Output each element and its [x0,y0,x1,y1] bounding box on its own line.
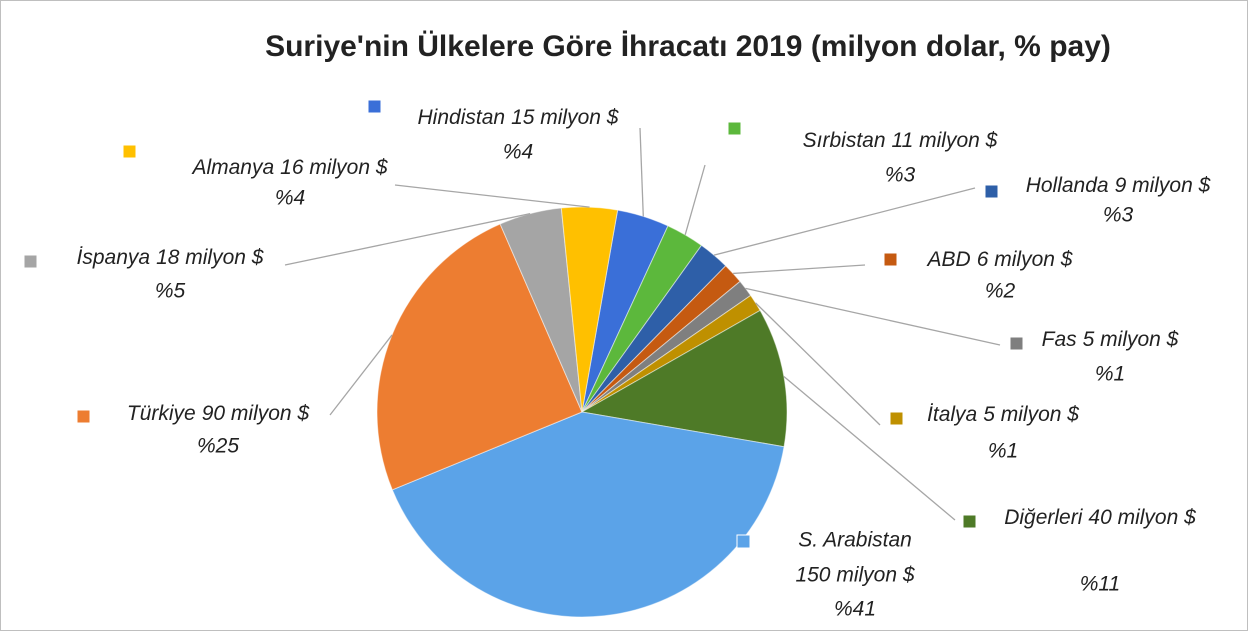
slice-label: Türkiye 90 milyon $ [127,402,310,425]
leader-line [329,334,393,416]
legend-key [367,99,382,114]
slice-label: Hindistan 15 milyon $ [418,106,619,129]
share-label: %1 [988,440,1018,463]
slice-label: Hollanda 9 milyon $ [1026,174,1211,197]
leader-line [684,164,706,236]
legend-key [889,411,904,426]
value-label: 15 milyon $ [511,106,619,129]
category-label: S. Arabistan [798,529,912,552]
value-label: 16 milyon $ [280,156,388,179]
value-label: 5 milyon $ [983,403,1079,426]
legend-key [727,121,742,136]
legend-key [984,184,999,199]
share-label: %11 [1080,573,1120,596]
slice-label: ABD 6 milyon $ [926,248,1073,271]
leader-lines [284,127,1001,521]
legend-key [76,409,91,424]
legend-key [1009,336,1024,351]
value-label: 18 milyon $ [156,246,264,269]
legend-key [23,254,38,269]
leader-line [639,127,644,217]
legend-key [122,144,137,159]
category-label: Fas [1042,328,1078,351]
share-label: %2 [985,280,1016,303]
leader-line [713,187,976,256]
share-label: %1 [1095,363,1125,386]
value-label: 11 milyon $ [892,129,998,152]
leader-line [284,213,531,266]
slice-label: Almanya 16 milyon $ [190,156,387,179]
leader-line [394,184,590,208]
share-label: %5 [155,280,186,303]
legend-key [883,252,898,267]
slice-label: İtalya 5 milyon $ [927,403,1079,426]
category-label: Almanya [190,156,274,179]
category-label: ABD [926,248,971,271]
leader-line [745,287,1001,346]
value-label: 6 milyon $ [977,248,1073,271]
category-label: Diğerleri [1004,506,1084,529]
value-label: 90 milyon $ [202,402,310,425]
leader-line [733,264,866,275]
slice-label: Diğerleri 40 milyon $ [1004,506,1196,529]
legend-key [962,514,977,529]
pie [376,206,788,618]
share-label: %4 [503,141,533,164]
share-label: %3 [885,164,916,187]
value-label: 9 milyon $ [1115,174,1211,197]
leader-line [755,302,881,426]
category-label: İtalya [927,403,977,426]
value-label: 5 milyon $ [1083,328,1179,351]
pie-slice [376,223,583,491]
leader-line [783,376,956,521]
category-label: Hollanda [1026,174,1109,197]
category-label: Sırbistan [803,129,886,152]
slice-label: İspanya 18 milyon $ [77,246,264,269]
value-label: 40 milyon $ [1088,506,1196,529]
pie-slice [560,206,619,413]
value-label: 150 milyon $ [795,564,914,587]
slice-label: Fas 5 milyon $ [1042,328,1179,351]
share-label: %41 [834,598,876,621]
chart-title: Suriye'nin Ülkelere Göre İhracatı 2019 (… [265,30,1111,63]
category-label: İspanya [77,246,151,269]
slice-label: Sırbistan 11 milyon $ [803,129,998,152]
legend-key [736,534,751,549]
share-label: %25 [197,435,239,458]
pie-slice [391,411,785,618]
share-label: %3 [1103,204,1134,227]
category-label: Hindistan [418,106,506,129]
category-label: Türkiye [127,402,196,425]
share-label: %4 [275,187,305,210]
